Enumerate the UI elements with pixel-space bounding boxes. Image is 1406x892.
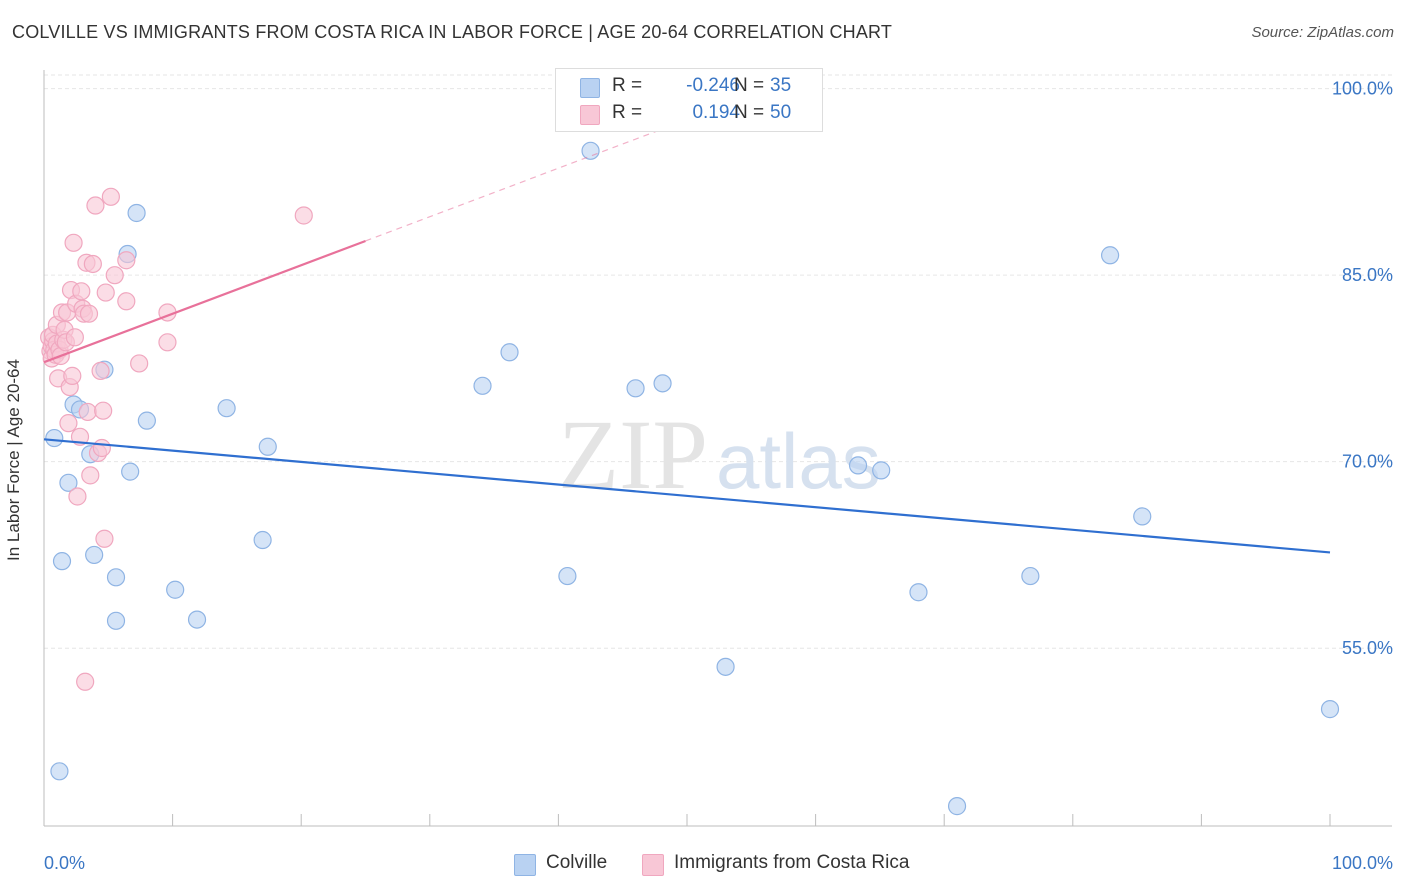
costa-rica-point xyxy=(105,266,124,285)
colville-point xyxy=(947,797,967,816)
x-tick-label-right: 100.0% xyxy=(1332,853,1393,873)
y-tick-label: 55.0% xyxy=(1342,638,1393,658)
costa-rica-point xyxy=(96,283,115,302)
y-tick-label: 85.0% xyxy=(1342,265,1393,285)
source-label: Source: ZipAtlas.com xyxy=(1251,24,1394,41)
colville-trend-line xyxy=(43,438,1331,554)
colville-point xyxy=(258,437,277,456)
colville-point xyxy=(59,473,78,492)
tick-labels: 100.0% 85.0% 70.0% 55.0% 0.0% 100.0% xyxy=(44,79,1393,873)
colville-point xyxy=(848,456,868,475)
colville-point xyxy=(1133,507,1152,526)
colville-point xyxy=(626,379,645,398)
costa-rica-point xyxy=(59,414,78,433)
colville-point xyxy=(473,376,492,395)
y-axis-label: In Labor Force | Age 20-64 xyxy=(4,359,23,561)
costa-rica-trend-line xyxy=(43,239,366,364)
legend-label-costa-rica: Immigrants from Costa Rica xyxy=(674,852,910,873)
costa-rica-point xyxy=(76,672,95,691)
n-label: N = xyxy=(734,102,765,123)
costa-rica-point xyxy=(78,402,97,422)
colville-swatch xyxy=(514,854,536,876)
costa-rica-point xyxy=(83,254,102,274)
watermark-zip: ZIP xyxy=(558,399,708,510)
r-label: R = xyxy=(612,102,643,123)
colville-point xyxy=(106,611,126,630)
y-tick-label: 100.0% xyxy=(1332,79,1393,99)
colville-point xyxy=(872,461,891,480)
costa-rica-point xyxy=(68,487,87,506)
costa-rica-swatch xyxy=(642,854,664,876)
r-value: -0.246 xyxy=(686,75,740,96)
costa-rica-point xyxy=(117,292,136,311)
colville-point xyxy=(653,374,672,393)
chart-title: COLVILLE VS IMMIGRANTS FROM COSTA RICA I… xyxy=(12,22,893,42)
colville-point xyxy=(85,545,104,565)
colville-point xyxy=(1320,700,1340,719)
data-points xyxy=(40,141,1340,816)
costa-rica-point xyxy=(117,251,136,270)
x-tick-label-left: 0.0% xyxy=(44,853,85,873)
costa-rica-point xyxy=(92,438,111,458)
colville-point xyxy=(909,583,928,602)
costa-rica-point xyxy=(91,361,110,381)
watermark: ZIP atlas xyxy=(558,399,881,510)
colville-point xyxy=(106,568,126,587)
r-label: R = xyxy=(612,75,643,96)
costa-rica-point xyxy=(101,187,120,206)
colville-point xyxy=(52,552,72,571)
colville-point xyxy=(45,428,64,448)
costa-rica-point xyxy=(63,366,82,385)
colville-point xyxy=(166,580,185,599)
costa-rica-point xyxy=(94,401,113,420)
costa-rica-point xyxy=(158,333,177,352)
n-label: N = xyxy=(734,75,765,96)
colville-point xyxy=(121,462,140,481)
colville-point xyxy=(558,566,577,586)
colville-point xyxy=(1100,246,1120,265)
stats-legend: R = -0.246 N = 35 R = 0.194 N = 50 xyxy=(555,68,823,132)
n-value: 35 xyxy=(770,75,792,96)
legend-label-colville: Colville xyxy=(546,852,608,873)
costa-rica-point xyxy=(65,328,84,347)
costa-rica-point xyxy=(86,196,105,215)
costa-rica-point xyxy=(81,466,100,485)
colville-point xyxy=(253,530,272,550)
y-tick-label: 70.0% xyxy=(1342,452,1393,472)
colville-swatch xyxy=(580,78,600,98)
costa-rica-point xyxy=(72,282,91,301)
colville-point xyxy=(187,610,207,629)
colville-point xyxy=(127,203,146,223)
colville-point xyxy=(137,411,156,430)
costa-rica-swatch xyxy=(580,105,600,125)
colville-point xyxy=(500,343,519,362)
colville-point xyxy=(217,399,236,418)
costa-rica-point xyxy=(294,206,313,225)
costa-rica-point xyxy=(79,304,99,323)
n-value: 50 xyxy=(770,102,792,123)
colville-point xyxy=(581,141,600,160)
grid-lines xyxy=(44,74,1392,649)
colville-point xyxy=(50,762,69,781)
axes xyxy=(43,70,1392,827)
r-value: 0.194 xyxy=(692,102,740,123)
costa-rica-point xyxy=(95,529,114,548)
costa-rica-point xyxy=(64,233,83,252)
costa-rica-point xyxy=(130,354,149,373)
colville-point xyxy=(1021,566,1040,586)
colville-point xyxy=(716,657,735,676)
